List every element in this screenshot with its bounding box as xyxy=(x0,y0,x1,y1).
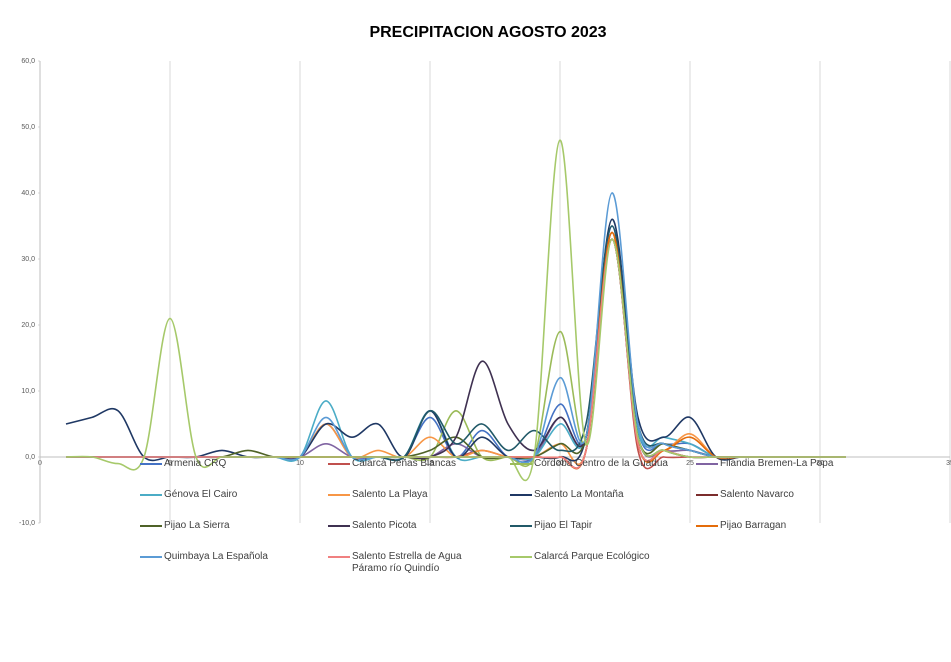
legend-label: Calarcá Parque Ecológico xyxy=(534,551,650,562)
series-line xyxy=(65,192,846,464)
legend-swatch xyxy=(696,494,718,496)
legend-item: Córdoba Centro de la Guadua xyxy=(510,458,696,470)
series-line xyxy=(65,231,846,470)
legend-item: Quimbaya La Española xyxy=(140,551,328,575)
x-tick-label: 15 xyxy=(426,460,434,467)
legend-item: Salento La Playa xyxy=(328,489,510,501)
series-line xyxy=(65,238,846,460)
x-tick-label: 20 xyxy=(556,460,564,467)
legend-swatch xyxy=(140,556,162,558)
series-line xyxy=(65,231,846,462)
series-line xyxy=(65,231,846,470)
chart-title: PRECIPITACION AGOSTO 2023 xyxy=(369,24,606,41)
legend-item: Pijao Barragan xyxy=(696,520,876,532)
legend-label: Pijao El Tapir xyxy=(534,520,593,531)
legend-label: Calarcá Peñas Blancas xyxy=(352,458,456,469)
legend-item: Pijao El Tapir xyxy=(510,520,696,532)
x-tick-label: 5 xyxy=(168,460,172,467)
series-line xyxy=(65,225,846,462)
legend-label: Salento La Montaña xyxy=(534,489,624,500)
x-tick-label: 35 xyxy=(946,460,951,467)
legend-label: Filandia Bremen-La Popa xyxy=(720,458,834,469)
legend-label: Salento Navarco xyxy=(720,489,794,500)
series-line xyxy=(65,238,846,467)
legend-item: Génova El Cairo xyxy=(140,489,328,501)
legend-label: Génova El Cairo xyxy=(164,489,238,500)
legend-swatch xyxy=(328,463,350,465)
series-line xyxy=(65,238,846,469)
x-tick-label: 30 xyxy=(816,460,824,467)
series-line xyxy=(65,139,846,482)
y-tick-label: 40,0 xyxy=(21,190,35,197)
y-tick-label: 60,0 xyxy=(21,58,35,65)
legend-swatch xyxy=(140,463,162,465)
legend-swatch xyxy=(696,463,718,465)
y-tick-label: 50,0 xyxy=(21,124,35,131)
legend-label: Salento Picota xyxy=(352,520,417,531)
x-tick-label: 10 xyxy=(296,460,304,467)
legend-item: Calarcá Parque Ecológico xyxy=(510,551,696,575)
y-tick-label: 30,0 xyxy=(21,256,35,263)
legend-swatch xyxy=(696,525,718,527)
legend-item: Calarcá Peñas Blancas xyxy=(328,458,510,470)
legend-swatch xyxy=(328,494,350,496)
legend: Armenia CRQ Calarcá Peñas Blancas Córdoba … xyxy=(140,458,880,575)
legend-swatch xyxy=(510,463,532,465)
legend-item: Armenia CRQ xyxy=(140,458,328,470)
legend-label: Pijao La Sierra xyxy=(164,520,230,531)
series-line xyxy=(65,231,846,461)
series-line xyxy=(65,238,846,469)
legend-label: Córdoba Centro de la Guadua xyxy=(534,458,668,469)
legend-swatch xyxy=(140,525,162,527)
legend-item: Salento Navarco xyxy=(696,489,876,501)
legend-swatch xyxy=(510,525,532,527)
legend-swatch xyxy=(328,556,350,558)
legend-item: Filandia Bremen-La Popa xyxy=(696,458,876,470)
y-tick-label: 0,0 xyxy=(25,454,35,461)
legend-swatch xyxy=(510,556,532,558)
legend-item: Pijao La Sierra xyxy=(140,520,328,532)
y-tick-label: 10,0 xyxy=(21,388,35,395)
legend-swatch xyxy=(328,525,350,527)
y-tick-label: -10,0 xyxy=(19,520,35,527)
legend-swatch xyxy=(510,494,532,496)
series-line xyxy=(65,225,846,463)
legend-item: Salento La Montaña xyxy=(510,489,696,501)
series-line xyxy=(65,231,846,466)
legend-item: Salento Picota xyxy=(328,520,510,532)
legend-label: Pijao Barragan xyxy=(720,520,787,531)
y-tick-label: 20,0 xyxy=(21,322,35,329)
legend-label: Salento La Playa xyxy=(352,489,428,500)
legend-label: Quimbaya La Española xyxy=(164,551,268,562)
series-line xyxy=(65,238,846,460)
legend-label: Armenia CRQ xyxy=(164,458,227,469)
legend-label: Salento Estrella de Agua Páramo río Quin… xyxy=(352,551,462,574)
legend-swatch xyxy=(140,494,162,496)
x-tick-label: 25 xyxy=(686,460,694,467)
series-line xyxy=(65,218,846,462)
legend-item: Salento Estrella de Agua Páramo río Quin… xyxy=(328,551,510,575)
